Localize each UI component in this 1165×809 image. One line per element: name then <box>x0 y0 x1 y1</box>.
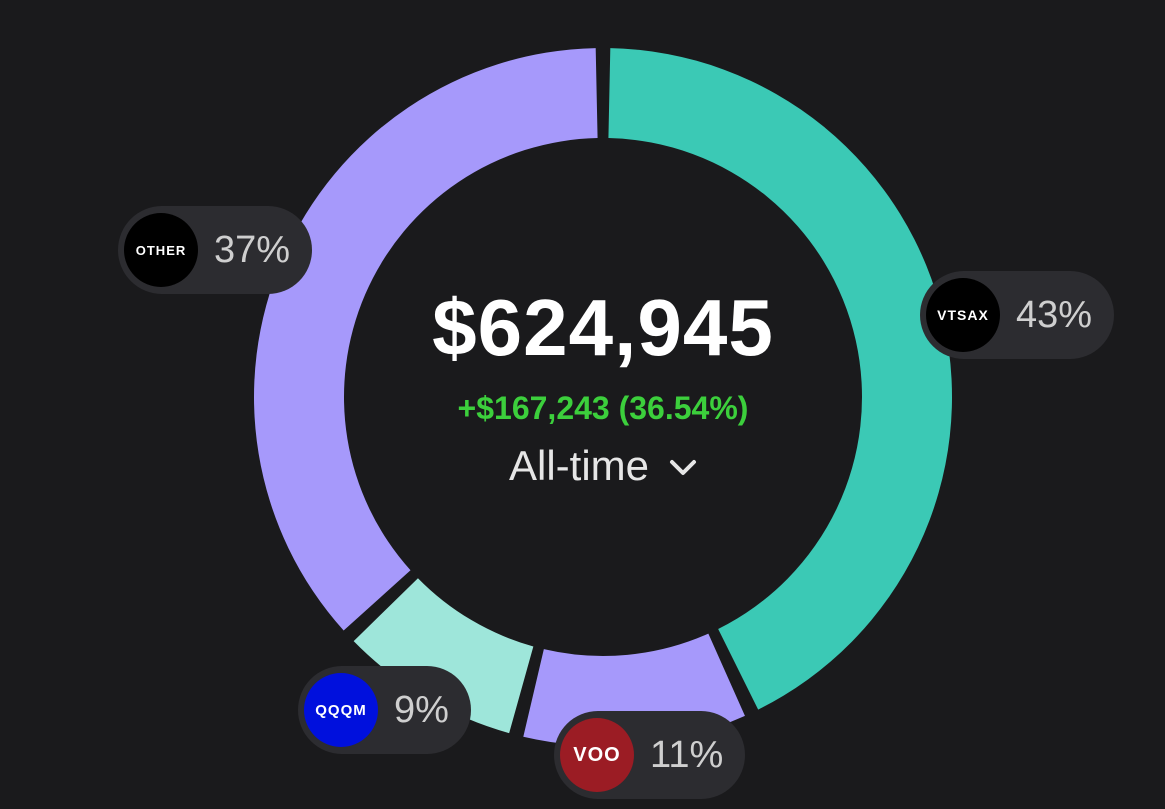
allocation-percent-vtsax: 43% <box>1016 293 1093 336</box>
allocation-percent-voo: 11% <box>650 733 724 776</box>
ticker-badge-other: OTHER <box>124 213 198 287</box>
ticker-badge-vtsax: VTSAX <box>926 278 1000 352</box>
portfolio-summary: $624,945 +$167,243 (36.54%) All-time <box>345 280 861 490</box>
legend-pill-qqqm[interactable]: QQQM 9% <box>298 666 471 754</box>
allocation-percent-other: 37% <box>214 228 291 271</box>
segment-other[interactable] <box>253 48 598 631</box>
segment-vtsax[interactable] <box>608 48 953 710</box>
ticker-badge-voo: VOO <box>560 718 634 792</box>
period-label: All-time <box>508 442 649 489</box>
legend-pill-vtsax[interactable]: VTSAX 43% <box>920 271 1115 359</box>
chevron-down-icon <box>670 460 696 475</box>
total-value: $624,945 <box>432 283 774 372</box>
legend-pill-other[interactable]: OTHER 37% <box>118 206 313 294</box>
segment-qqqm[interactable] <box>353 578 534 734</box>
allocation-percent-qqqm: 9% <box>394 688 449 731</box>
ticker-badge-qqqm: QQQM <box>304 673 378 747</box>
total-change: +$167,243 (36.54%) <box>457 390 749 426</box>
legend-pill-voo[interactable]: VOO 11% <box>554 711 746 799</box>
period-selector[interactable]: All-time <box>509 442 697 490</box>
